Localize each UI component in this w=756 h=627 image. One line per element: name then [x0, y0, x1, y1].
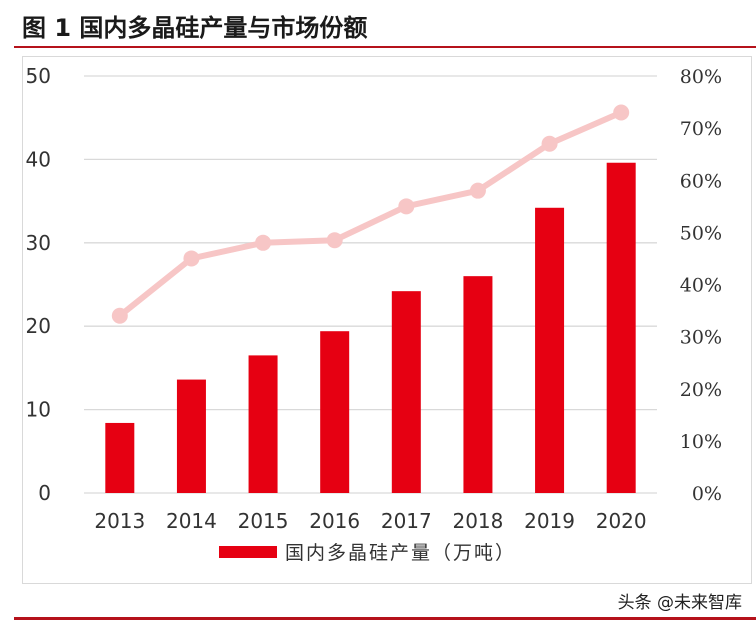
y-right-tick-label: 20%	[680, 379, 722, 401]
bar-2013	[105, 422, 135, 493]
page-title: 图 1 国内多晶硅产量与市场份额	[22, 14, 368, 42]
bar-2019	[535, 207, 565, 493]
share-line	[117, 109, 623, 319]
y-right-tick-label: 60%	[680, 170, 722, 192]
y-right-tick-label: 70%	[680, 118, 722, 140]
bar-2014	[176, 379, 206, 493]
x-tick-label: 2013	[94, 509, 145, 533]
title-divider	[14, 46, 756, 48]
share-point-2016	[326, 232, 343, 249]
y-left-tick-label: 0	[38, 481, 51, 505]
x-tick-label: 2017	[381, 509, 432, 533]
y-left-tick-label: 20	[26, 314, 51, 338]
x-tick-label: 2020	[596, 509, 647, 533]
legend-label: 国内多晶硅产量（万吨）	[285, 542, 516, 564]
x-tick-label: 2014	[166, 509, 217, 533]
share-point-2017	[398, 198, 415, 215]
share-point-2019	[541, 135, 558, 152]
footer-divider	[14, 617, 756, 620]
share-point-2013	[111, 307, 128, 324]
y-right-tick-label: 10%	[680, 431, 722, 453]
y-right-tick-label: 80%	[680, 66, 722, 88]
y-left-tick-label: 30	[26, 231, 51, 255]
x-tick-label: 2016	[309, 509, 360, 533]
y-right-tick-label: 30%	[680, 327, 722, 349]
chart-frame	[22, 56, 752, 584]
y-right-tick-label: 50%	[680, 222, 722, 244]
legend-swatch	[219, 546, 277, 558]
bar-2018	[463, 276, 493, 493]
share-point-2015	[255, 234, 272, 251]
share-point-2018	[469, 182, 486, 199]
x-tick-label: 2018	[452, 509, 503, 533]
bar-2015	[248, 355, 278, 493]
bar-2017	[391, 291, 421, 493]
bar-2020	[606, 162, 636, 493]
y-left-tick-label: 40	[26, 147, 51, 171]
x-tick-label: 2015	[238, 509, 289, 533]
x-tick-label: 2019	[524, 509, 575, 533]
y-right-tick-label: 0%	[692, 483, 722, 505]
y-left-tick-label: 10	[26, 398, 51, 422]
watermark-text: 头条 @未来智库	[617, 593, 742, 613]
share-point-2020	[613, 104, 630, 121]
share-point-2014	[183, 250, 200, 267]
bar-2016	[320, 331, 350, 493]
y-right-tick-label: 40%	[680, 275, 722, 297]
y-left-tick-label: 50	[26, 64, 51, 88]
